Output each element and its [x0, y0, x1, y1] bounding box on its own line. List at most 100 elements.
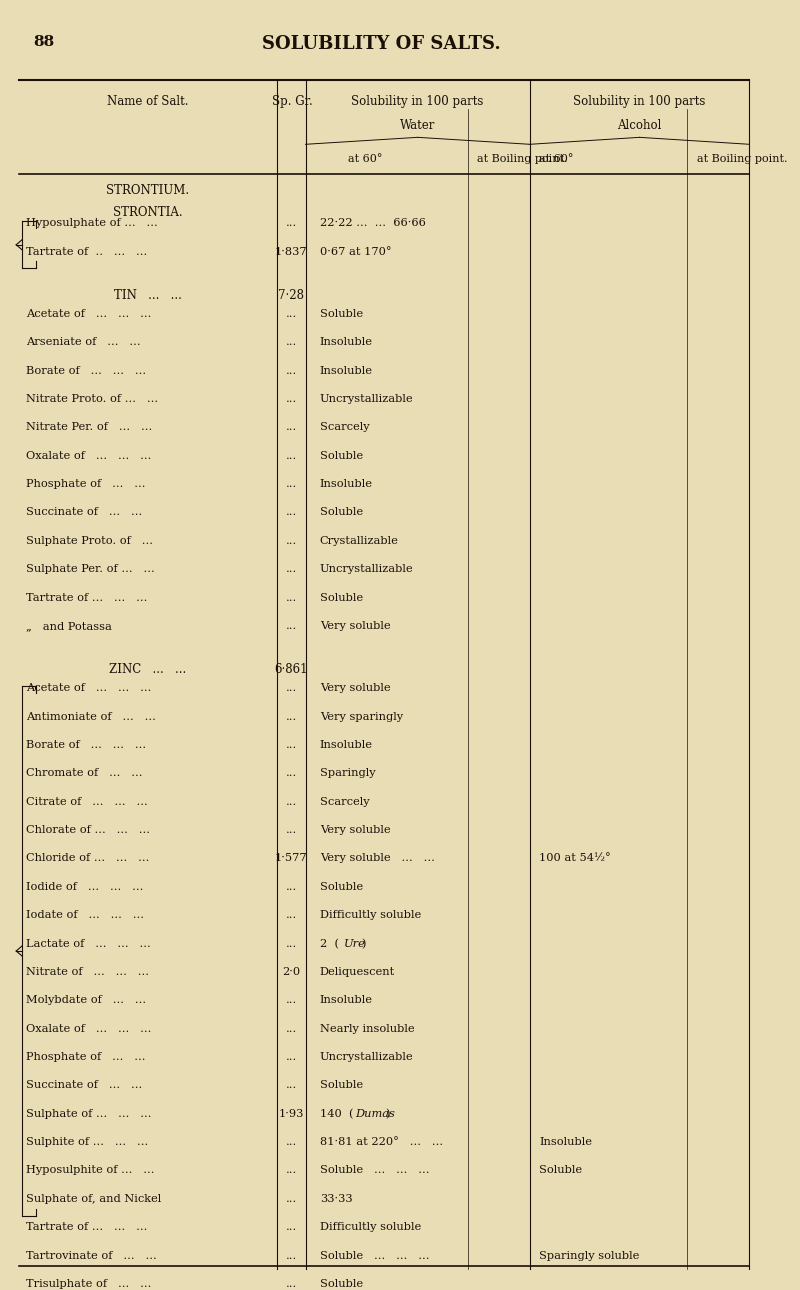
Text: ...: ...	[286, 1080, 297, 1090]
Text: at 60°: at 60°	[539, 155, 574, 164]
Text: Soluble: Soluble	[320, 507, 363, 517]
Text: ...: ...	[286, 1024, 297, 1033]
Text: 81·81 at 220°   ...   ...: 81·81 at 220° ... ...	[320, 1136, 443, 1147]
Text: Arseniate of   ...   ...: Arseniate of ... ...	[26, 337, 141, 347]
Text: Insoluble: Insoluble	[320, 337, 373, 347]
Text: Iodate of   ...   ...   ...: Iodate of ... ... ...	[26, 911, 144, 920]
Text: Iodide of   ...   ...   ...: Iodide of ... ... ...	[26, 882, 143, 891]
Text: Name of Salt.: Name of Salt.	[107, 94, 189, 107]
Text: ...: ...	[286, 1136, 297, 1147]
Text: Solubility in 100 parts: Solubility in 100 parts	[574, 94, 706, 107]
Text: Very soluble   ...   ...: Very soluble ... ...	[320, 854, 434, 863]
Text: Sulphate of ...   ...   ...: Sulphate of ... ... ...	[26, 1108, 151, 1118]
Text: Chromate of   ...   ...: Chromate of ... ...	[26, 769, 142, 778]
Text: 2·0: 2·0	[282, 968, 300, 977]
Text: Molybdate of   ...   ...: Molybdate of ... ...	[26, 996, 146, 1005]
Text: ...: ...	[286, 422, 297, 432]
Text: Chlorate of ...   ...   ...: Chlorate of ... ... ...	[26, 826, 150, 835]
Text: Scarcely: Scarcely	[320, 797, 370, 806]
Text: Insoluble: Insoluble	[320, 996, 373, 1005]
Text: Sulphite of ...   ...   ...: Sulphite of ... ... ...	[26, 1136, 148, 1147]
Text: ...: ...	[286, 911, 297, 920]
Text: Ure: Ure	[343, 939, 366, 948]
Text: Solubility in 100 parts: Solubility in 100 parts	[351, 94, 484, 107]
Text: Lactate of   ...   ...   ...: Lactate of ... ... ...	[26, 939, 150, 948]
Text: Soluble: Soluble	[320, 450, 363, 461]
Text: ...: ...	[286, 1165, 297, 1175]
Text: Hyposulphite of ...   ...: Hyposulphite of ... ...	[26, 1165, 154, 1175]
Text: Nitrate of   ...   ...   ...: Nitrate of ... ... ...	[26, 968, 149, 977]
Text: Soluble: Soluble	[320, 1080, 363, 1090]
Text: Insoluble: Insoluble	[320, 365, 373, 375]
Text: 1·577: 1·577	[275, 854, 307, 863]
Text: ...: ...	[286, 620, 297, 631]
Text: ...: ...	[286, 365, 297, 375]
Text: Tartrate of  ..   ...   ...: Tartrate of .. ... ...	[26, 246, 147, 257]
Text: 2  (: 2 (	[320, 939, 339, 949]
Text: Insoluble: Insoluble	[320, 740, 373, 749]
Text: Very soluble: Very soluble	[320, 684, 390, 693]
Text: ...: ...	[286, 337, 297, 347]
Text: Insoluble: Insoluble	[320, 479, 373, 489]
Text: Trisulphate of   ...   ...: Trisulphate of ... ...	[26, 1278, 151, 1289]
Text: Acetate of   ...   ...   ...: Acetate of ... ... ...	[26, 684, 151, 693]
Text: ...: ...	[286, 826, 297, 835]
Text: ...: ...	[286, 218, 297, 228]
Text: 100 at 54½°: 100 at 54½°	[539, 854, 611, 863]
Text: ...: ...	[286, 1222, 297, 1232]
Text: Tartrate of ...   ...   ...: Tartrate of ... ... ...	[26, 1222, 147, 1232]
Text: Nearly insoluble: Nearly insoluble	[320, 1024, 414, 1033]
Text: Soluble   ...   ...   ...: Soluble ... ... ...	[320, 1250, 430, 1260]
Text: Crystallizable: Crystallizable	[320, 535, 398, 546]
Text: at Boiling point.: at Boiling point.	[478, 155, 568, 164]
Text: ...: ...	[286, 684, 297, 693]
Text: 88: 88	[34, 35, 54, 49]
Text: ZINC   ...   ...: ZINC ... ...	[110, 663, 186, 676]
Text: Difficultly soluble: Difficultly soluble	[320, 1222, 421, 1232]
Text: Insoluble: Insoluble	[539, 1136, 592, 1147]
Text: „   and Potassa: „ and Potassa	[26, 620, 112, 631]
Text: Water: Water	[400, 120, 435, 133]
Text: ...: ...	[286, 712, 297, 721]
Text: Soluble: Soluble	[320, 1278, 363, 1289]
Text: ...: ...	[286, 1053, 297, 1062]
Text: ...: ...	[286, 592, 297, 602]
Text: ...: ...	[286, 393, 297, 404]
Text: at 60°: at 60°	[349, 155, 383, 164]
Text: Oxalate of   ...   ...   ...: Oxalate of ... ... ...	[26, 450, 151, 461]
Text: ...: ...	[286, 507, 297, 517]
Text: Sparingly soluble: Sparingly soluble	[539, 1250, 640, 1260]
Text: Succinate of   ...   ...: Succinate of ... ...	[26, 507, 142, 517]
Text: Scarcely: Scarcely	[320, 422, 370, 432]
Text: Chloride of ...   ...   ...: Chloride of ... ... ...	[26, 854, 149, 863]
Text: 140  (: 140 (	[320, 1108, 354, 1118]
Text: Deliquescent: Deliquescent	[320, 968, 395, 977]
Text: ...: ...	[286, 882, 297, 891]
Text: 0·67 at 170°: 0·67 at 170°	[320, 246, 391, 257]
Text: Nitrate Per. of   ...   ...: Nitrate Per. of ... ...	[26, 422, 152, 432]
Text: ...: ...	[286, 769, 297, 778]
Text: Sulphate of, and Nickel: Sulphate of, and Nickel	[26, 1193, 161, 1204]
Text: ): )	[362, 939, 366, 949]
Text: Very soluble: Very soluble	[320, 826, 390, 835]
Text: Borate of   ...   ...   ...: Borate of ... ... ...	[26, 740, 146, 749]
Text: Very soluble: Very soluble	[320, 620, 390, 631]
Text: Dumas: Dumas	[355, 1108, 395, 1118]
Text: 22·22 ...  ...  66·66: 22·22 ... ... 66·66	[320, 218, 426, 228]
Text: Phosphate of   ...   ...: Phosphate of ... ...	[26, 1053, 146, 1062]
Text: Borate of   ...   ...   ...: Borate of ... ... ...	[26, 365, 146, 375]
Text: ): )	[385, 1108, 390, 1118]
Text: Soluble   ...   ...   ...: Soluble ... ... ...	[320, 1165, 430, 1175]
Text: ...: ...	[286, 308, 297, 319]
Text: ...: ...	[286, 535, 297, 546]
Text: Sulphate Proto. of   ...: Sulphate Proto. of ...	[26, 535, 153, 546]
Text: Antimoniate of   ...   ...: Antimoniate of ... ...	[26, 712, 156, 721]
Text: Uncrystallizable: Uncrystallizable	[320, 564, 414, 574]
Text: Oxalate of   ...   ...   ...: Oxalate of ... ... ...	[26, 1024, 151, 1033]
Text: ...: ...	[286, 479, 297, 489]
Text: Alcohol: Alcohol	[618, 120, 662, 133]
Text: Sulphate Per. of ...   ...: Sulphate Per. of ... ...	[26, 564, 154, 574]
Text: 7·28: 7·28	[278, 289, 304, 302]
Text: Sp. Gr.: Sp. Gr.	[272, 94, 313, 107]
Text: Citrate of   ...   ...   ...: Citrate of ... ... ...	[26, 797, 147, 806]
